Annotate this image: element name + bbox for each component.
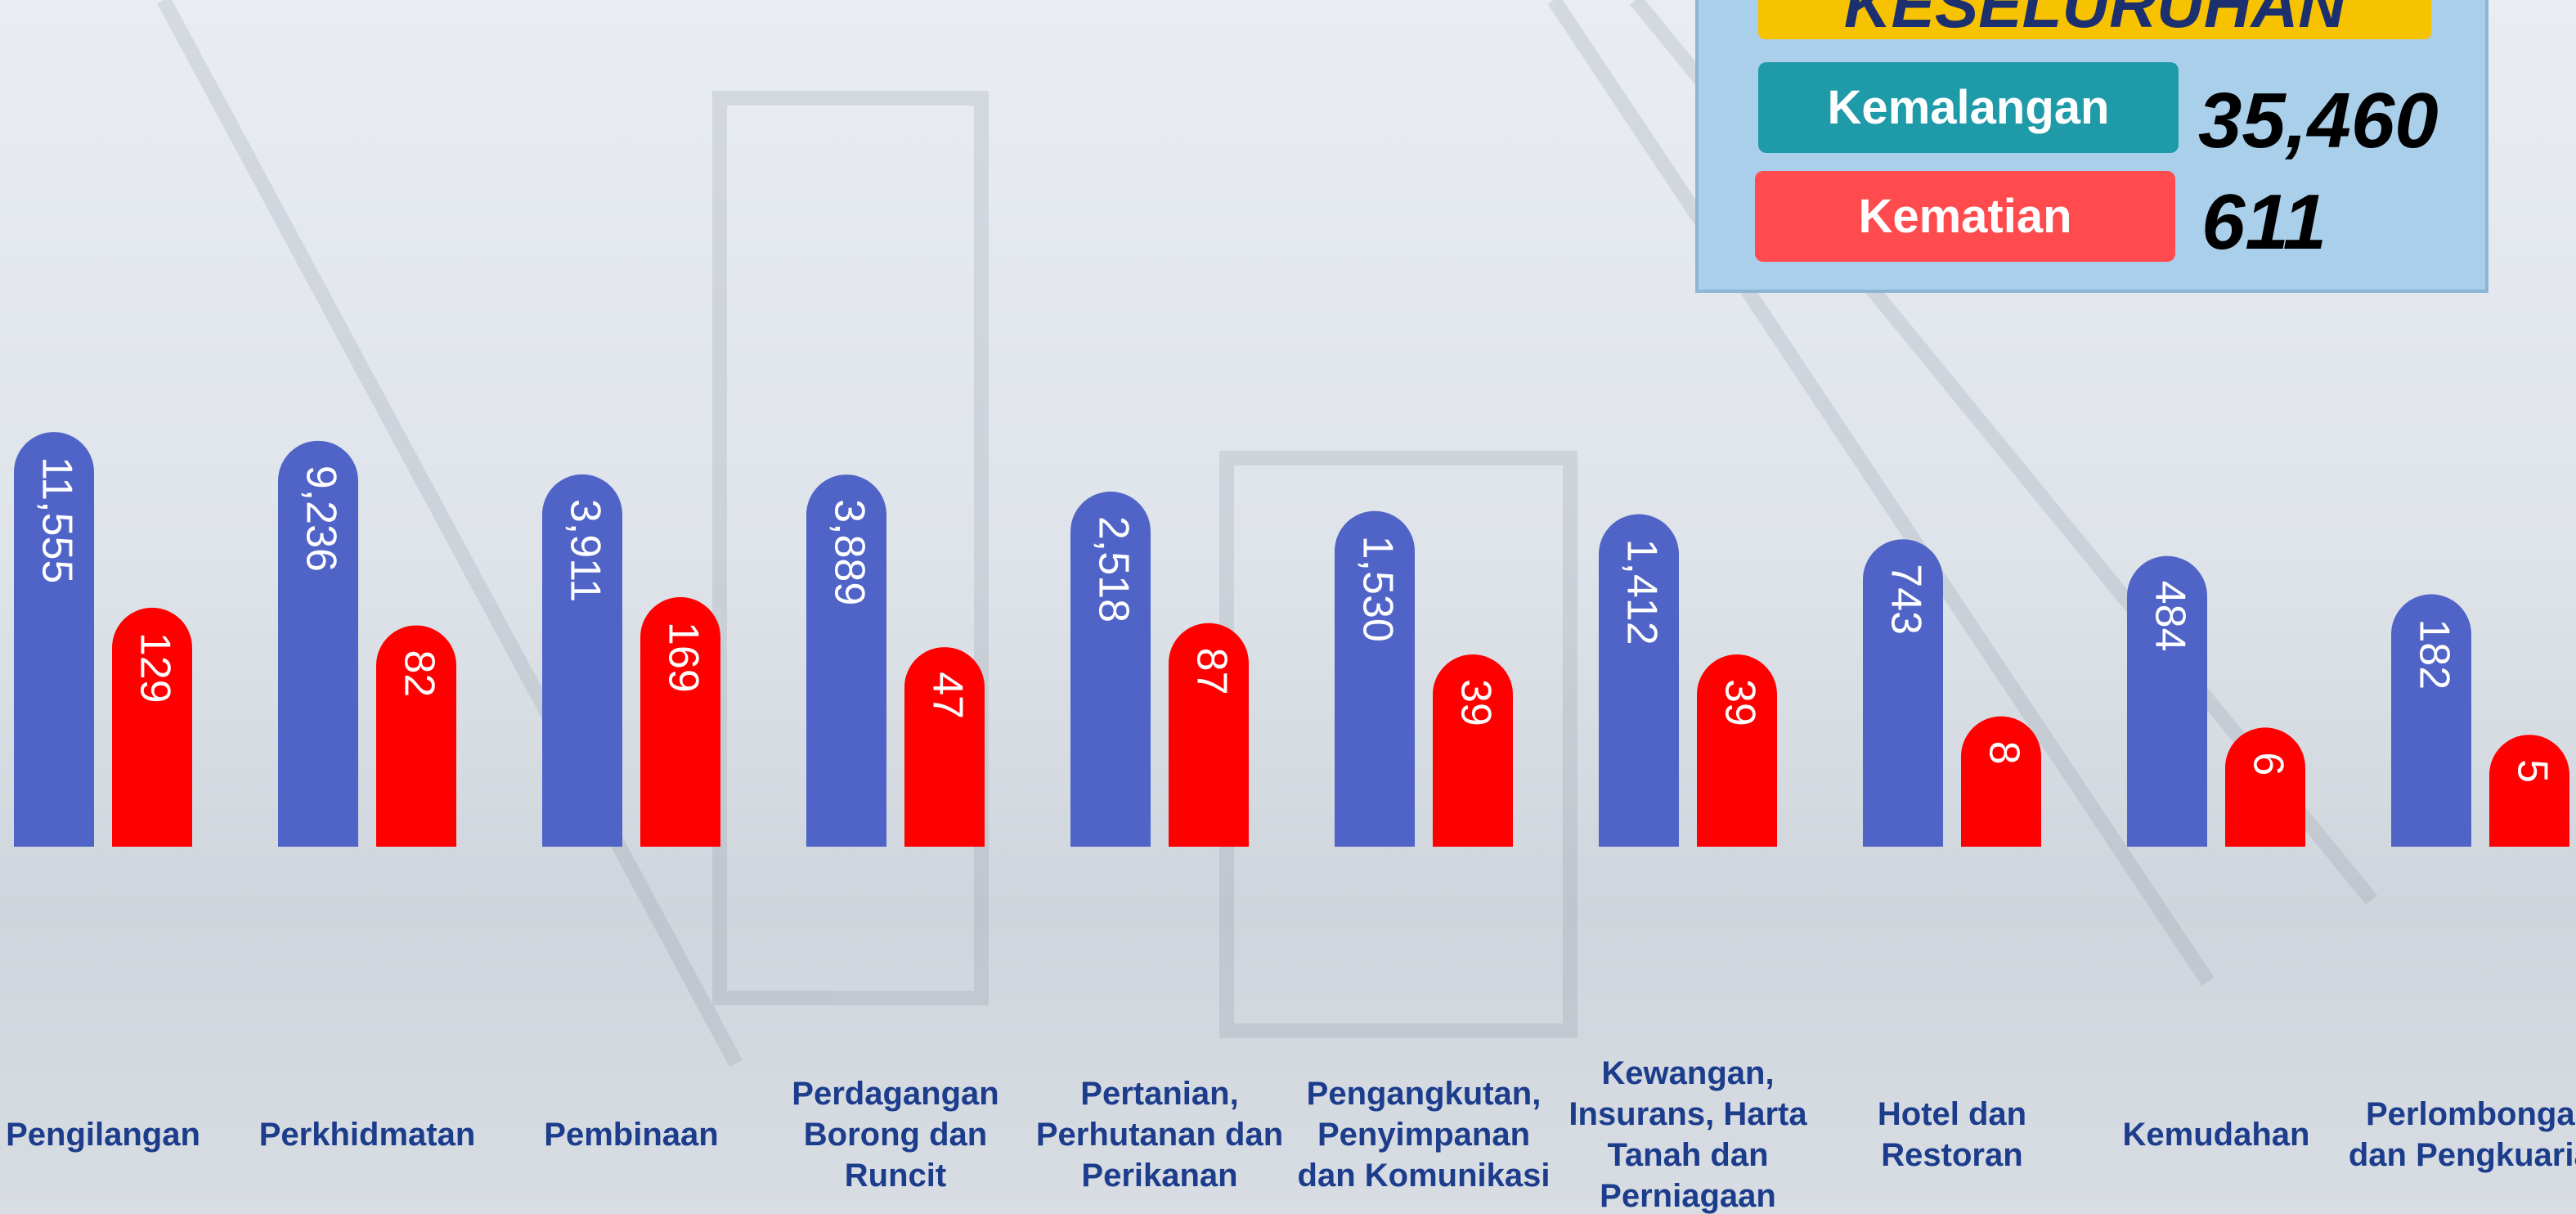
data-label: 743 <box>1882 564 1929 635</box>
bar <box>112 607 192 847</box>
data-label: 39 <box>1716 679 1763 726</box>
bar <box>376 625 456 847</box>
building <box>712 91 989 1005</box>
bar <box>2225 727 2305 847</box>
bar <box>1697 654 1777 847</box>
category-label: Pengangkutan, Penyimpanan dan Komunikasi <box>1297 1076 1551 1194</box>
data-label: 1,530 <box>1353 536 1401 642</box>
data-label: 169 <box>659 622 707 693</box>
data-label: 3,889 <box>825 499 873 605</box>
bar <box>2127 555 2207 847</box>
bar <box>542 474 622 847</box>
data-label: 47 <box>923 672 971 719</box>
data-label: 3,911 <box>561 499 608 602</box>
bar <box>2489 735 2569 847</box>
bar <box>1335 510 1415 847</box>
data-label: 5 <box>2508 759 2556 783</box>
data-label: 39 <box>1452 679 1499 726</box>
summary-label: Kematian <box>1755 171 2175 262</box>
category-label: Pembinaan <box>544 1117 719 1153</box>
category-label: Perkhidmatan <box>258 1117 476 1153</box>
category-label: Perdagangan Borong dan Runcit <box>792 1076 999 1194</box>
category-label: Kewangan, Insurans, Harta Tanah dan Pern… <box>1568 1055 1807 1214</box>
bar <box>1863 539 1943 847</box>
data-label: 9,236 <box>297 465 344 572</box>
bar <box>1433 654 1513 847</box>
data-label: 82 <box>395 650 442 697</box>
data-label: 8 <box>1980 741 2027 765</box>
data-label: 129 <box>131 632 178 704</box>
bar <box>806 474 886 847</box>
bar <box>904 647 985 847</box>
crane <box>1547 0 2215 986</box>
data-label: 87 <box>1187 648 1235 695</box>
summary-total: 35,460 <box>2198 77 2439 164</box>
data-label: 1,412 <box>1618 539 1665 645</box>
bar <box>278 440 358 847</box>
data-label: 11,555 <box>33 456 80 583</box>
bar <box>640 596 720 847</box>
bar <box>1598 514 1679 847</box>
bar <box>2391 594 2471 847</box>
category-label: Pengilangan <box>6 1117 200 1153</box>
summary-title: KESELURUHAN <box>1758 0 2431 39</box>
bar <box>1070 491 1151 847</box>
category-label: Perlombongan dan Pengkuarian <box>2348 1096 2576 1173</box>
bar <box>14 432 94 847</box>
summary-label: Kemalangan <box>1758 62 2179 153</box>
category-label: Kemudahan <box>2122 1117 2310 1153</box>
data-label: 182 <box>2410 618 2457 690</box>
bar <box>1961 716 2041 847</box>
bar <box>1169 623 1249 847</box>
data-label: 6 <box>2244 752 2291 776</box>
data-label: 2,518 <box>1089 516 1137 623</box>
summary-total: 611 <box>2201 178 2327 266</box>
category-label: Hotel dan Restoran <box>1877 1096 2027 1173</box>
crane <box>157 0 743 1068</box>
category-label: Pertanian, Perhutanan dan Perikanan <box>1035 1076 1284 1194</box>
data-label: 484 <box>2146 581 2193 652</box>
